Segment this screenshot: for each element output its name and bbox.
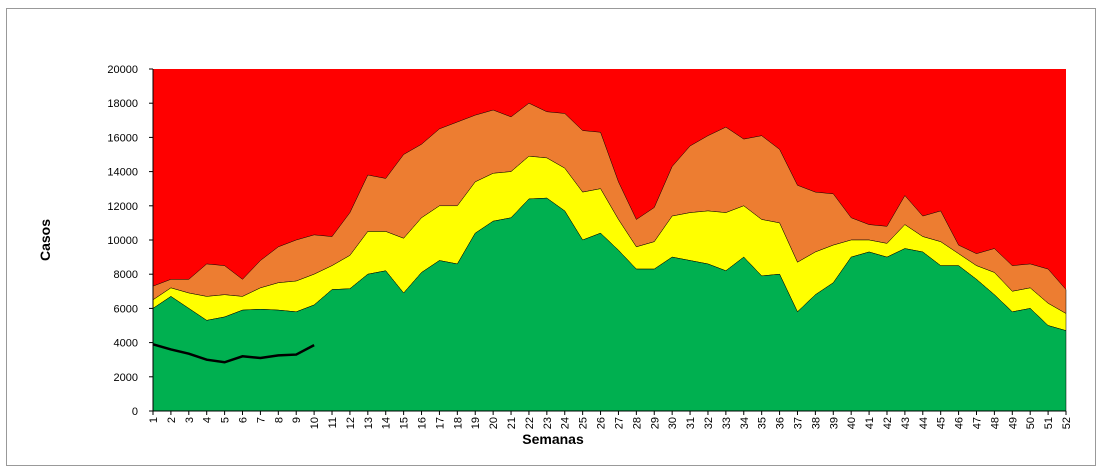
x-tick-label: 22 (524, 417, 536, 429)
x-tick-label: 48 (989, 417, 1001, 429)
x-tick-label: 50 (1025, 417, 1037, 429)
x-tick-label: 24 (560, 417, 572, 429)
y-tick-label: 16000 (107, 132, 138, 144)
x-tick-label: 16 (417, 417, 429, 429)
x-tick-label: 45 (936, 417, 948, 429)
y-tick-label: 12000 (107, 201, 138, 213)
x-tick-label: 38 (810, 417, 822, 429)
y-tick-label: 18000 (107, 98, 138, 110)
y-axis-title: Casos (37, 219, 53, 261)
x-tick-label: 31 (685, 417, 697, 429)
y-tick-label: 4000 (114, 338, 138, 350)
area-band (152, 197, 1067, 412)
x-tick-label: 29 (649, 417, 661, 429)
x-tick-label: 8 (273, 417, 285, 423)
y-tick-label: 10000 (107, 235, 138, 247)
x-tick-label: 46 (954, 417, 966, 429)
x-tick-label: 36 (775, 417, 787, 429)
x-tick-label: 27 (613, 417, 625, 429)
x-tick-label: 15 (399, 417, 411, 429)
x-tick-label: 6 (238, 417, 250, 423)
x-tick-label: 17 (434, 417, 446, 429)
x-tick-label: 37 (792, 417, 804, 429)
x-tick-label: 47 (971, 417, 983, 429)
x-tick-label: 44 (918, 417, 930, 429)
x-tick-label: 25 (578, 417, 590, 429)
x-tick-label: 11 (327, 417, 339, 428)
x-axis-title: Semanas (522, 431, 584, 447)
x-tick-label: 42 (882, 417, 894, 429)
x-tick-label: 40 (846, 417, 858, 429)
x-tick-label: 28 (631, 417, 643, 429)
y-tick-label: 14000 (107, 167, 138, 179)
x-tick-label: 26 (596, 417, 608, 429)
x-tick-label: 35 (757, 417, 769, 429)
x-tick-label: 33 (721, 417, 733, 429)
x-tick-label: 14 (381, 417, 393, 429)
y-tick-label: 0 (132, 406, 138, 418)
x-tick-label: 32 (703, 417, 715, 429)
y-tick-label: 2000 (114, 372, 138, 384)
x-tick-label: 41 (864, 417, 876, 429)
x-tick-label: 23 (542, 417, 554, 429)
x-tick-label: 13 (363, 417, 375, 429)
x-tick-label: 10 (309, 417, 321, 429)
x-tick-label: 2 (166, 417, 178, 423)
x-tick-label: 7 (255, 417, 267, 423)
x-tick-label: 49 (1007, 417, 1019, 429)
x-tick-label: 1 (148, 417, 160, 423)
x-tick-label: 5 (220, 417, 232, 423)
x-tick-label: 51 (1043, 417, 1055, 429)
x-tick-label: 19 (470, 417, 482, 429)
y-tick-label: 6000 (114, 303, 138, 315)
x-tick-label: 21 (506, 417, 518, 429)
x-tick-label: 52 (1061, 417, 1073, 429)
x-tick-label: 39 (828, 417, 840, 429)
y-tick-label: 8000 (114, 269, 138, 281)
x-tick-label: 3 (184, 417, 196, 423)
x-tick-label: 4 (202, 417, 214, 423)
line (152, 343, 315, 364)
x-tick-label: 30 (667, 417, 679, 429)
x-tick-label: 34 (739, 417, 751, 429)
x-tick-label: 18 (452, 417, 464, 429)
x-tick-label: 12 (345, 417, 357, 429)
x-tick-label: 9 (291, 417, 303, 423)
x-tick-label: 20 (488, 417, 500, 429)
x-tick-label: 43 (900, 417, 912, 429)
y-tick-label: 20000 (107, 64, 138, 76)
